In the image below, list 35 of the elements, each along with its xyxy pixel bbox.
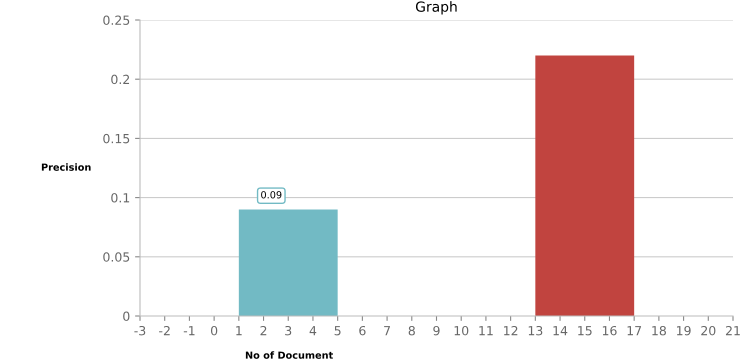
x-tick-label: 3 <box>285 326 292 336</box>
annotation: 0.09 <box>261 191 282 198</box>
y-tick-label: 0.25 <box>103 15 130 25</box>
x-tick-label: 17 <box>628 326 642 336</box>
x-axis-title: No of Document <box>246 351 333 359</box>
x-tick-label: 15 <box>578 326 592 336</box>
y-axis-title: Precision <box>42 163 91 171</box>
x-tick-label: -3 <box>134 326 146 336</box>
x-tick-label: 11 <box>479 326 493 336</box>
x-tick-label: 8 <box>408 326 415 336</box>
x-tick-label: 0 <box>210 326 218 336</box>
y-tick-label: 0.1 <box>111 193 130 203</box>
x-tick-label: 2 <box>260 326 266 336</box>
x-tick-label: 20 <box>701 326 716 336</box>
y-tick-label: 0.15 <box>103 134 130 144</box>
x-tick-label: 16 <box>602 326 617 336</box>
x-tick-label: -2 <box>159 326 170 336</box>
x-tick-label: 9 <box>433 326 440 336</box>
x-tick-label: 5 <box>334 326 341 336</box>
y-tick-label: 0 <box>123 311 130 321</box>
y-tick-label: 0.05 <box>103 252 130 262</box>
x-tick-label: 19 <box>677 326 691 336</box>
x-tick-label: 12 <box>504 326 518 336</box>
x-tick-label: 13 <box>528 326 542 336</box>
x-tick-label: 4 <box>310 326 316 336</box>
x-tick-label: 1 <box>236 326 242 336</box>
y-tick-label: 0.2 <box>111 74 130 84</box>
x-tick-label: 6 <box>359 326 366 336</box>
x-tick-label: 7 <box>384 326 390 336</box>
x-tick-label: 18 <box>652 326 666 336</box>
x-tick-label: 21 <box>726 326 740 336</box>
x-tick-label: -1 <box>184 326 194 336</box>
x-tick-label: 10 <box>454 326 468 336</box>
x-tick-label: 14 <box>553 326 568 336</box>
chart-title: Graph <box>416 1 457 15</box>
